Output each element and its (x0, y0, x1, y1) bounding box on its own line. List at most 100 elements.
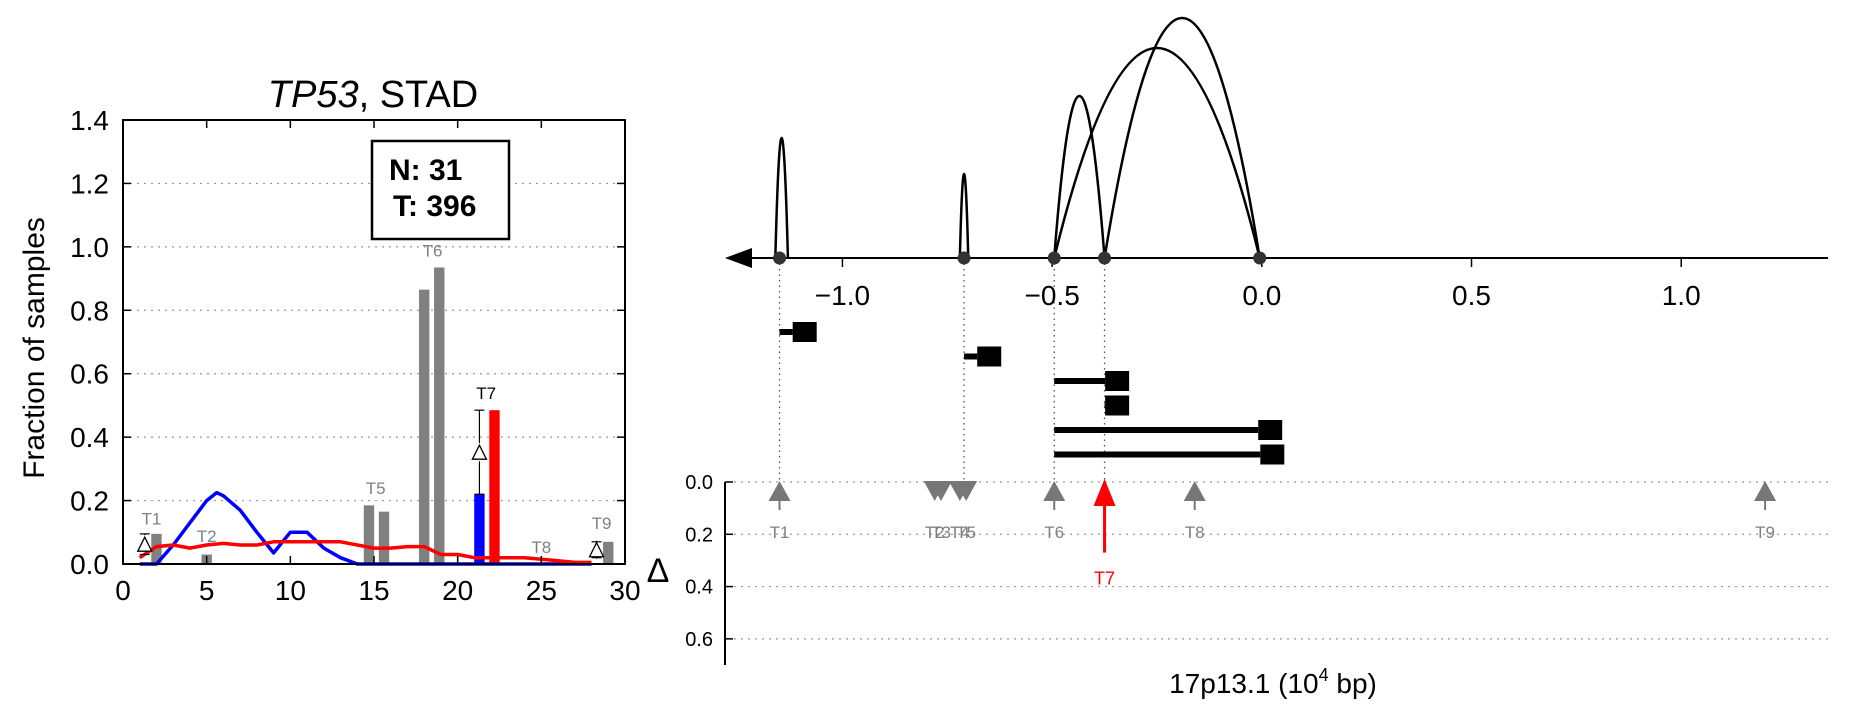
exon-point (1047, 251, 1061, 265)
bar-label-T8: T8 (531, 538, 551, 557)
marker-label-T1: T1 (770, 523, 790, 542)
y-tick-label: 0.8 (70, 295, 109, 326)
transcript-exon (1105, 395, 1130, 416)
y-tick-label: 0.0 (70, 549, 109, 580)
delta-tick-label: 0.0 (685, 472, 713, 494)
y-tick-label: 0.4 (70, 422, 109, 453)
bar-label-T6: T6 (423, 241, 443, 260)
x-tick-label: 25 (526, 575, 557, 606)
splice-arcs (774, 17, 1261, 259)
marker-T6 (1043, 481, 1066, 501)
bar-label-T1: T1 (142, 509, 162, 528)
delta-axis: 0.0 0.2 0.4 0.6 (685, 472, 733, 665)
exon-point (773, 251, 787, 265)
genomic-axis: −1.0 −0.5 0.0 0.5 1.0 (725, 248, 1828, 311)
splice-arc (1052, 94, 1106, 259)
bar-T1 (151, 533, 162, 564)
marker-T8 (1183, 481, 1206, 501)
marker-label-T2: T2 (925, 523, 945, 542)
delta-tick-label: 0.6 (685, 629, 713, 651)
bar-T6 (434, 267, 445, 564)
delta-grid (727, 481, 1828, 640)
marker-label-T7: T7 (1094, 569, 1115, 589)
genomic-tick-label: −1.0 (815, 280, 870, 311)
bar-label-T2: T2 (197, 527, 217, 546)
delta-triangle (588, 541, 605, 558)
transcript-exon (1258, 420, 1283, 440)
genomic-tick-label: 1.0 (1662, 280, 1701, 311)
marker-T9 (1754, 481, 1777, 501)
title-gene: TP53 (268, 74, 359, 116)
delta-axis-label: Δ (647, 552, 670, 590)
delta-triangle (471, 443, 488, 460)
genomic-tick-label: 0.0 (1242, 280, 1281, 311)
y-tick-label: 1.2 (70, 168, 109, 199)
transcript-exon (792, 322, 817, 342)
series-line-1 (138, 540, 592, 565)
left-y-axis-label: Fraction of samples (18, 217, 51, 479)
left-delta-markers (136, 409, 605, 559)
bar-T5 (378, 511, 390, 564)
x-tick-label: 30 (609, 575, 640, 606)
marker-label-T9: T9 (1755, 523, 1775, 542)
legend-normal-count: N: 31 (389, 154, 462, 187)
delta-tick-label: 0.4 (685, 577, 713, 599)
splice-arc (1053, 46, 1261, 259)
genomic-tick-label: −0.5 (1024, 280, 1079, 311)
xlabel-main: 17p13.1 (10 (1169, 668, 1318, 699)
bar-T6 (419, 289, 430, 564)
y-tick-label: 1.0 (70, 232, 109, 263)
bar-T5 (363, 505, 375, 564)
x-tick-label: 10 (275, 575, 306, 606)
y-tick-label: 0.6 (70, 359, 109, 390)
x-tick-label: 0 (115, 575, 131, 606)
left-chart-title: TP53, STAD (268, 74, 478, 116)
exon-point (1253, 251, 1267, 265)
splice-arc (774, 137, 790, 259)
bar-T7 (489, 410, 500, 564)
transcript-exon (977, 346, 1002, 367)
x-tick-label: 20 (442, 575, 473, 606)
marker-T3 (929, 481, 952, 501)
legend-box: N: 31 T: 396 (370, 139, 511, 241)
x-tick-label: 5 (199, 575, 215, 606)
strand-arrow-icon (725, 248, 752, 268)
delta-tick-label: 0.2 (685, 524, 713, 546)
splice-arc (1103, 17, 1261, 259)
transcript-exon (1260, 444, 1285, 465)
marker-label-T8: T8 (1185, 523, 1205, 542)
exon-point (957, 251, 971, 265)
y-tick-label: 0.2 (70, 486, 109, 517)
bar-T9 (603, 541, 614, 564)
marker-T1 (768, 481, 791, 501)
bar-label-T5: T5 (366, 479, 386, 498)
bar-label-T7: T7 (476, 384, 496, 403)
xlabel-unit: bp) (1329, 668, 1377, 699)
xlabel-exponent: 4 (1319, 665, 1329, 685)
left-bar-labels: T1 T2 T5 T6 T7 T8 T9 (142, 241, 612, 557)
marker-T5 (955, 481, 978, 501)
marker-arrow-T7 (1093, 479, 1116, 506)
marker-label-T4: T4 (950, 523, 970, 542)
left-bars (151, 267, 614, 564)
bar-label-T9: T9 (592, 514, 612, 533)
genomic-x-label: 17p13.1 (104 bp) (1169, 665, 1377, 699)
x-tick-label: 15 (358, 575, 389, 606)
title-rest: , STAD (359, 74, 479, 116)
genomic-tick-label: 0.5 (1452, 280, 1491, 311)
y-tick-label: 1.4 (70, 105, 109, 136)
legend-tumor-count: T: 396 (393, 190, 476, 223)
transcript-exon (1105, 371, 1130, 391)
marker-label-T3: T3 (931, 523, 951, 542)
transcript-bars (779, 322, 1285, 465)
bar-T7 (474, 494, 485, 564)
legend-frame (370, 139, 511, 241)
marker-label-T5: T5 (956, 523, 976, 542)
splice-arc (958, 172, 970, 259)
marker-label-T6: T6 (1044, 523, 1064, 542)
left-bar-chart: TP53, STAD Fraction of samples T1T2T5T6T… (18, 74, 641, 606)
exon-point (1098, 251, 1112, 265)
